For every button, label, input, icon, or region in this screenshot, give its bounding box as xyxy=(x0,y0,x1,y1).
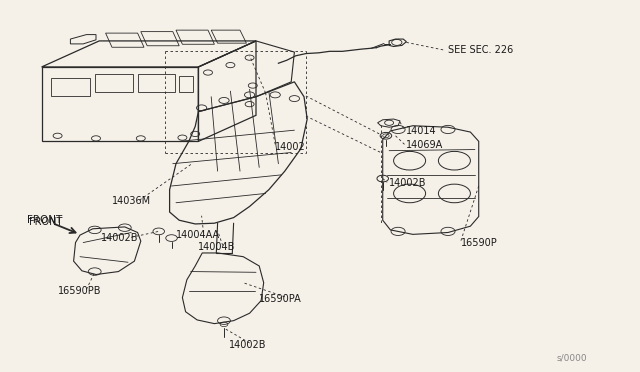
Text: 14036M: 14036M xyxy=(112,196,151,206)
Text: 16590P: 16590P xyxy=(461,238,497,247)
Text: 14004B: 14004B xyxy=(198,243,236,252)
Text: 14004AA: 14004AA xyxy=(176,230,220,240)
Text: 16590PA: 16590PA xyxy=(259,295,302,304)
Text: FRONT: FRONT xyxy=(29,218,62,227)
Text: 16590PB: 16590PB xyxy=(58,286,101,296)
Text: 14069A: 14069A xyxy=(406,140,444,150)
Text: SEE SEC. 226: SEE SEC. 226 xyxy=(448,45,513,55)
Text: 14002: 14002 xyxy=(275,142,306,152)
Text: s/0000: s/0000 xyxy=(557,353,588,362)
Text: FRONT: FRONT xyxy=(27,215,62,225)
Text: 14002B: 14002B xyxy=(101,233,139,243)
Text: 14014: 14014 xyxy=(406,126,437,136)
Text: 14002B: 14002B xyxy=(388,178,426,188)
Text: 14002B: 14002B xyxy=(229,340,267,350)
